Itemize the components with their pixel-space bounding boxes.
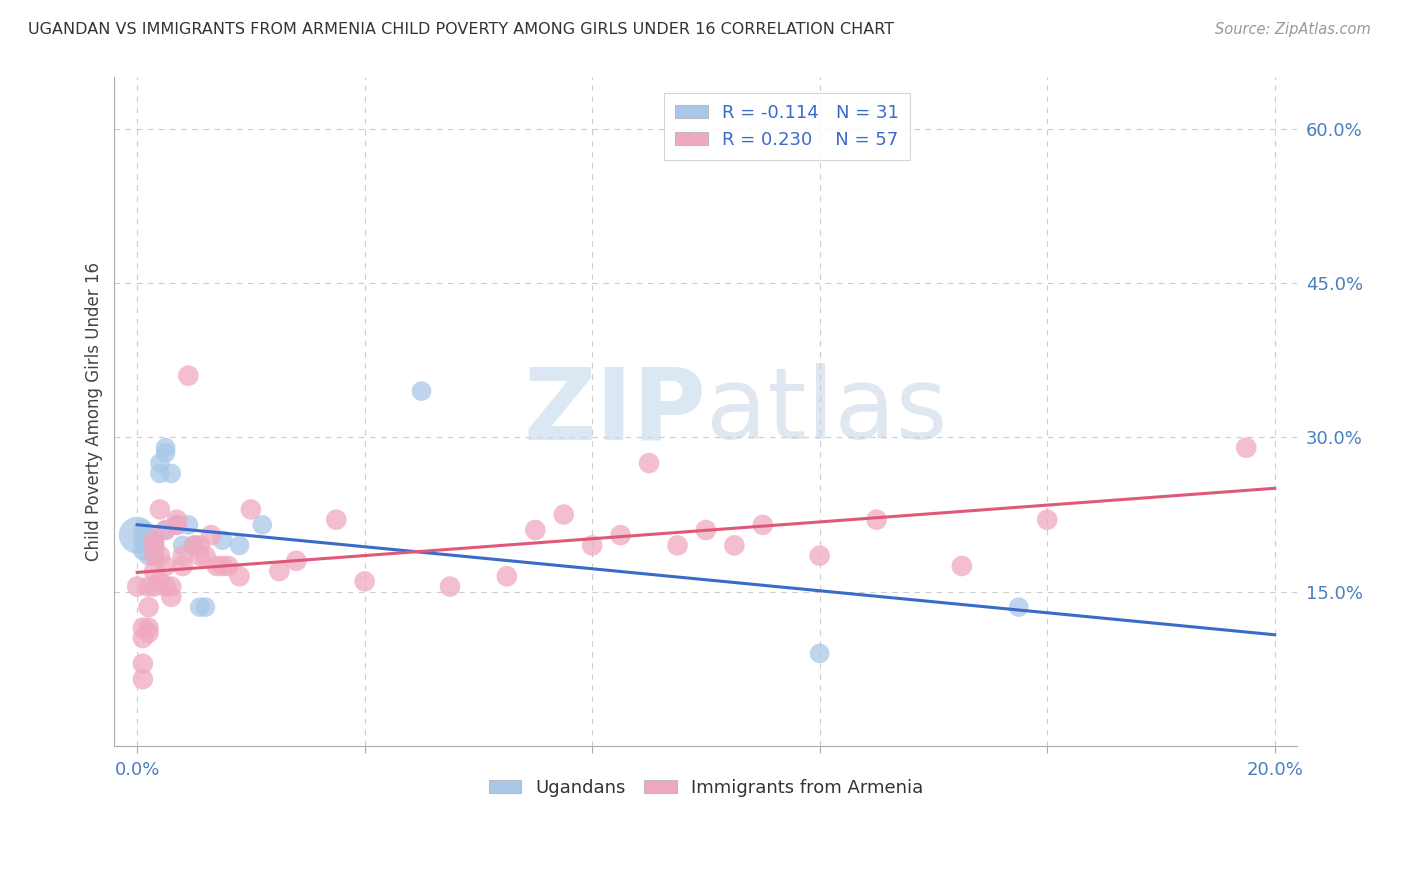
Text: Source: ZipAtlas.com: Source: ZipAtlas.com [1215, 22, 1371, 37]
Point [132, 621, 155, 635]
Point [183, 538, 205, 552]
Point [155, 523, 177, 537]
Point [188, 549, 211, 563]
Point [194, 549, 217, 563]
Point [325, 513, 347, 527]
Point [172, 538, 194, 552]
Point [132, 533, 155, 548]
Point [188, 600, 211, 615]
Point [353, 574, 375, 589]
Point [143, 543, 166, 558]
Point [808, 647, 831, 661]
Point [132, 672, 155, 686]
Point [160, 580, 183, 594]
Point [752, 517, 775, 532]
Point [127, 580, 149, 594]
Point [132, 523, 155, 537]
Point [865, 513, 887, 527]
Point [138, 600, 160, 615]
Point [138, 528, 160, 542]
Point [411, 384, 433, 398]
Point [143, 533, 166, 548]
Point [252, 517, 274, 532]
Point [166, 513, 188, 527]
Point [609, 528, 631, 542]
Point [143, 533, 166, 548]
Point [1234, 441, 1257, 455]
Point [132, 631, 155, 645]
Point [177, 517, 200, 532]
Text: UGANDAN VS IMMIGRANTS FROM ARMENIA CHILD POVERTY AMONG GIRLS UNDER 16 CORRELATIO: UGANDAN VS IMMIGRANTS FROM ARMENIA CHILD… [28, 22, 894, 37]
Point [228, 569, 250, 583]
Point [155, 446, 177, 460]
Point [138, 621, 160, 635]
Point [285, 554, 308, 568]
Point [132, 543, 155, 558]
Point [160, 467, 183, 481]
Point [194, 600, 217, 615]
Point [143, 549, 166, 563]
Point [149, 502, 172, 516]
Point [188, 538, 211, 552]
Text: atlas: atlas [706, 363, 948, 460]
Point [143, 538, 166, 552]
Point [166, 517, 188, 532]
Point [166, 517, 188, 532]
Point [200, 528, 222, 542]
Point [553, 508, 575, 522]
Point [205, 559, 228, 574]
Point [228, 538, 250, 552]
Point [155, 523, 177, 537]
Point [183, 538, 205, 552]
Point [127, 528, 149, 542]
Point [524, 523, 547, 537]
Point [211, 559, 233, 574]
Point [808, 549, 831, 563]
Point [149, 549, 172, 563]
Point [155, 441, 177, 455]
Point [155, 580, 177, 594]
Point [638, 456, 661, 470]
Point [723, 538, 745, 552]
Point [138, 625, 160, 640]
Point [155, 559, 177, 574]
Point [143, 549, 166, 563]
Legend: Ugandans, Immigrants from Armenia: Ugandans, Immigrants from Armenia [481, 772, 931, 804]
Point [211, 533, 233, 548]
Point [239, 502, 262, 516]
Point [1036, 513, 1059, 527]
Point [495, 569, 517, 583]
Point [143, 538, 166, 552]
Point [581, 538, 603, 552]
Text: ZIP: ZIP [523, 363, 706, 460]
Point [138, 549, 160, 563]
Point [177, 368, 200, 383]
Point [149, 456, 172, 470]
Point [172, 549, 194, 563]
Point [1008, 600, 1031, 615]
Point [149, 467, 172, 481]
Point [138, 533, 160, 548]
Point [138, 580, 160, 594]
Point [149, 574, 172, 589]
Point [666, 538, 689, 552]
Point [143, 564, 166, 578]
Point [143, 580, 166, 594]
Point [138, 538, 160, 552]
Point [695, 523, 717, 537]
Point [950, 559, 973, 574]
Point [160, 590, 183, 604]
Point [439, 580, 461, 594]
Point [269, 564, 291, 578]
Point [217, 559, 239, 574]
Point [172, 559, 194, 574]
Point [143, 549, 166, 563]
Y-axis label: Child Poverty Among Girls Under 16: Child Poverty Among Girls Under 16 [86, 262, 103, 561]
Point [132, 657, 155, 671]
